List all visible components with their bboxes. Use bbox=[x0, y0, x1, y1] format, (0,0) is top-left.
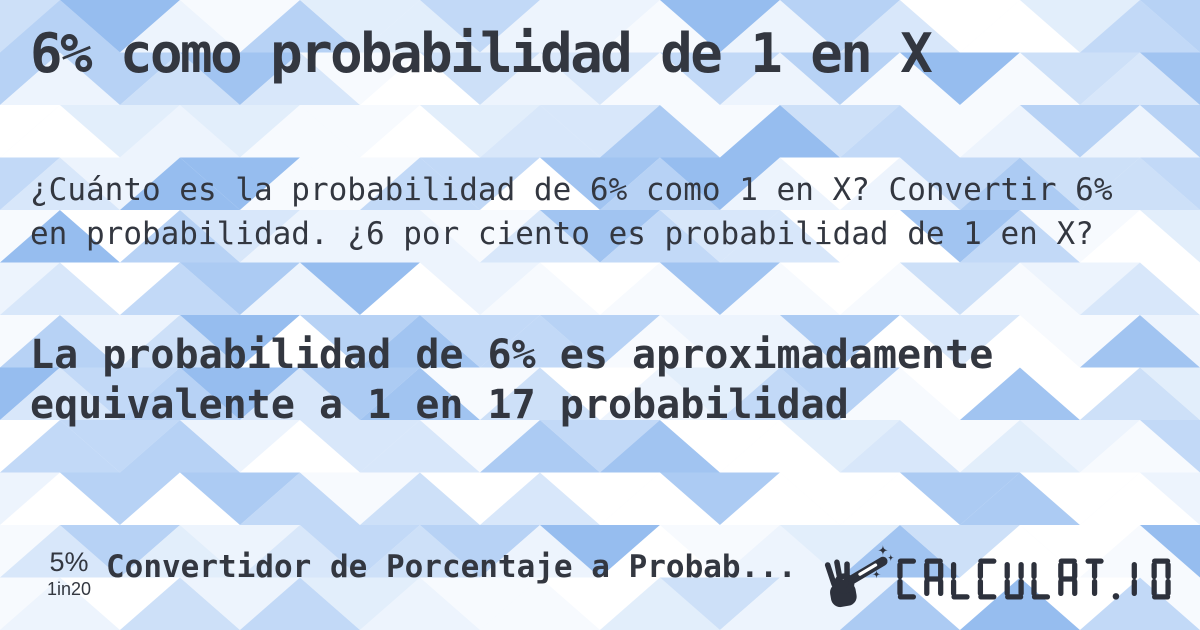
badge-percent-label: 5% bbox=[49, 547, 89, 577]
category-title: Convertidor de Porcentaje a Probab... bbox=[106, 549, 797, 585]
calculatio-logo bbox=[824, 542, 1176, 612]
calculatio-wordmark bbox=[897, 558, 1171, 600]
badge-ratio-label: 1in20 bbox=[46, 579, 92, 599]
question-text: ¿Cuánto es la probabilidad de 6% como 1 … bbox=[30, 172, 1113, 252]
page-title: 6% como probabilidad de 1 en X bbox=[30, 22, 933, 85]
magic-wand-hand-icon bbox=[824, 544, 894, 608]
percent-odds-badge: 5% 1in20 bbox=[26, 547, 112, 601]
answer-text: La probabilidad de 6% es aproximadamente… bbox=[30, 332, 994, 428]
